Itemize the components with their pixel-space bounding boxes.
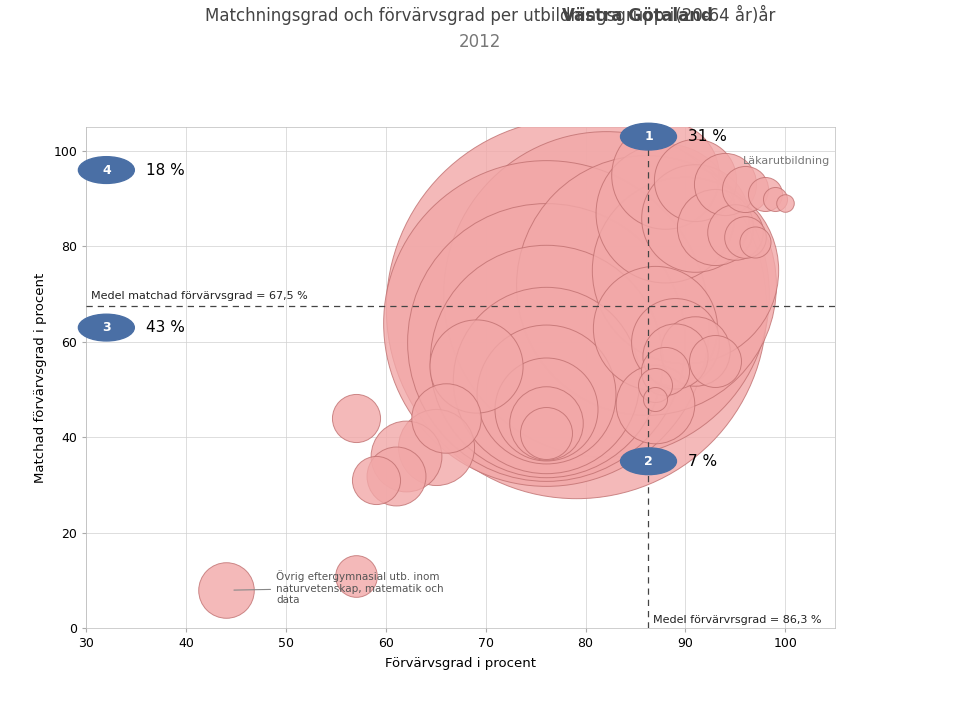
- Point: [568, 303, 584, 314]
- Point: [757, 189, 773, 200]
- Point: [648, 393, 663, 405]
- Point: [687, 212, 703, 223]
- Point: [687, 174, 703, 185]
- Point: [778, 198, 793, 209]
- Point: [388, 470, 403, 481]
- Text: 2012: 2012: [459, 33, 501, 51]
- Text: Matchningsgrad och förvärvsgrad per utbildningsgrupp i: Matchningsgrad och förvärvsgrad per utbi…: [205, 7, 680, 25]
- Point: [538, 427, 553, 438]
- Point: [538, 374, 553, 385]
- Text: 2: 2: [644, 455, 653, 468]
- X-axis label: Förvärvsgrad i procent: Förvärvsgrad i procent: [385, 657, 537, 670]
- Text: (20-64 år)år: (20-64 år)år: [670, 6, 776, 25]
- Point: [538, 336, 553, 347]
- Text: 31 %: 31 %: [688, 129, 728, 144]
- Y-axis label: Matchad förvärvsgrad i procent: Matchad förvärvsgrad i procent: [34, 273, 46, 483]
- Point: [598, 289, 613, 300]
- Point: [678, 265, 693, 276]
- Point: [768, 193, 783, 204]
- Point: [668, 336, 684, 347]
- Text: 1: 1: [644, 130, 653, 143]
- Text: Övrig eftergymnasial utb. inom
naturvetenskap, matematik och
data: Övrig eftergymnasial utb. inom naturvete…: [234, 570, 444, 605]
- Point: [538, 317, 553, 328]
- Point: [219, 585, 234, 596]
- Circle shape: [79, 157, 134, 184]
- Text: Medel förvärvrsgrad = 86,3 %: Medel förvärvrsgrad = 86,3 %: [654, 614, 822, 625]
- Text: Medel matchad förvärvsgrad = 67,5 %: Medel matchad förvärvsgrad = 67,5 %: [91, 292, 308, 301]
- Point: [658, 208, 673, 219]
- Point: [468, 360, 484, 371]
- Circle shape: [620, 124, 677, 150]
- Point: [737, 184, 753, 195]
- Point: [428, 441, 444, 453]
- Point: [728, 227, 743, 238]
- Point: [708, 222, 723, 233]
- Point: [348, 570, 364, 582]
- Text: 18 %: 18 %: [146, 162, 185, 177]
- Point: [748, 236, 763, 247]
- Point: [648, 398, 663, 409]
- Point: [348, 412, 364, 424]
- Point: [718, 179, 733, 190]
- Point: [538, 389, 553, 400]
- Point: [648, 379, 663, 390]
- Point: [538, 355, 553, 366]
- Text: 43 %: 43 %: [146, 320, 185, 335]
- Point: [737, 232, 753, 243]
- Point: [637, 279, 653, 290]
- Text: Västra Götaland: Västra Götaland: [563, 7, 713, 25]
- Point: [538, 417, 553, 429]
- Text: 7 %: 7 %: [688, 454, 717, 469]
- Circle shape: [79, 314, 134, 341]
- Point: [369, 474, 384, 486]
- Point: [538, 403, 553, 414]
- Point: [648, 322, 663, 333]
- Point: [438, 412, 453, 424]
- Point: [708, 355, 723, 366]
- Text: 4: 4: [102, 164, 110, 176]
- Point: [658, 365, 673, 376]
- Circle shape: [620, 448, 677, 474]
- Point: [668, 351, 684, 362]
- Text: Läkarutbildning: Läkarutbildning: [743, 156, 830, 166]
- Point: [658, 169, 673, 181]
- Point: [398, 451, 414, 462]
- Point: [687, 346, 703, 357]
- Text: 3: 3: [102, 321, 110, 334]
